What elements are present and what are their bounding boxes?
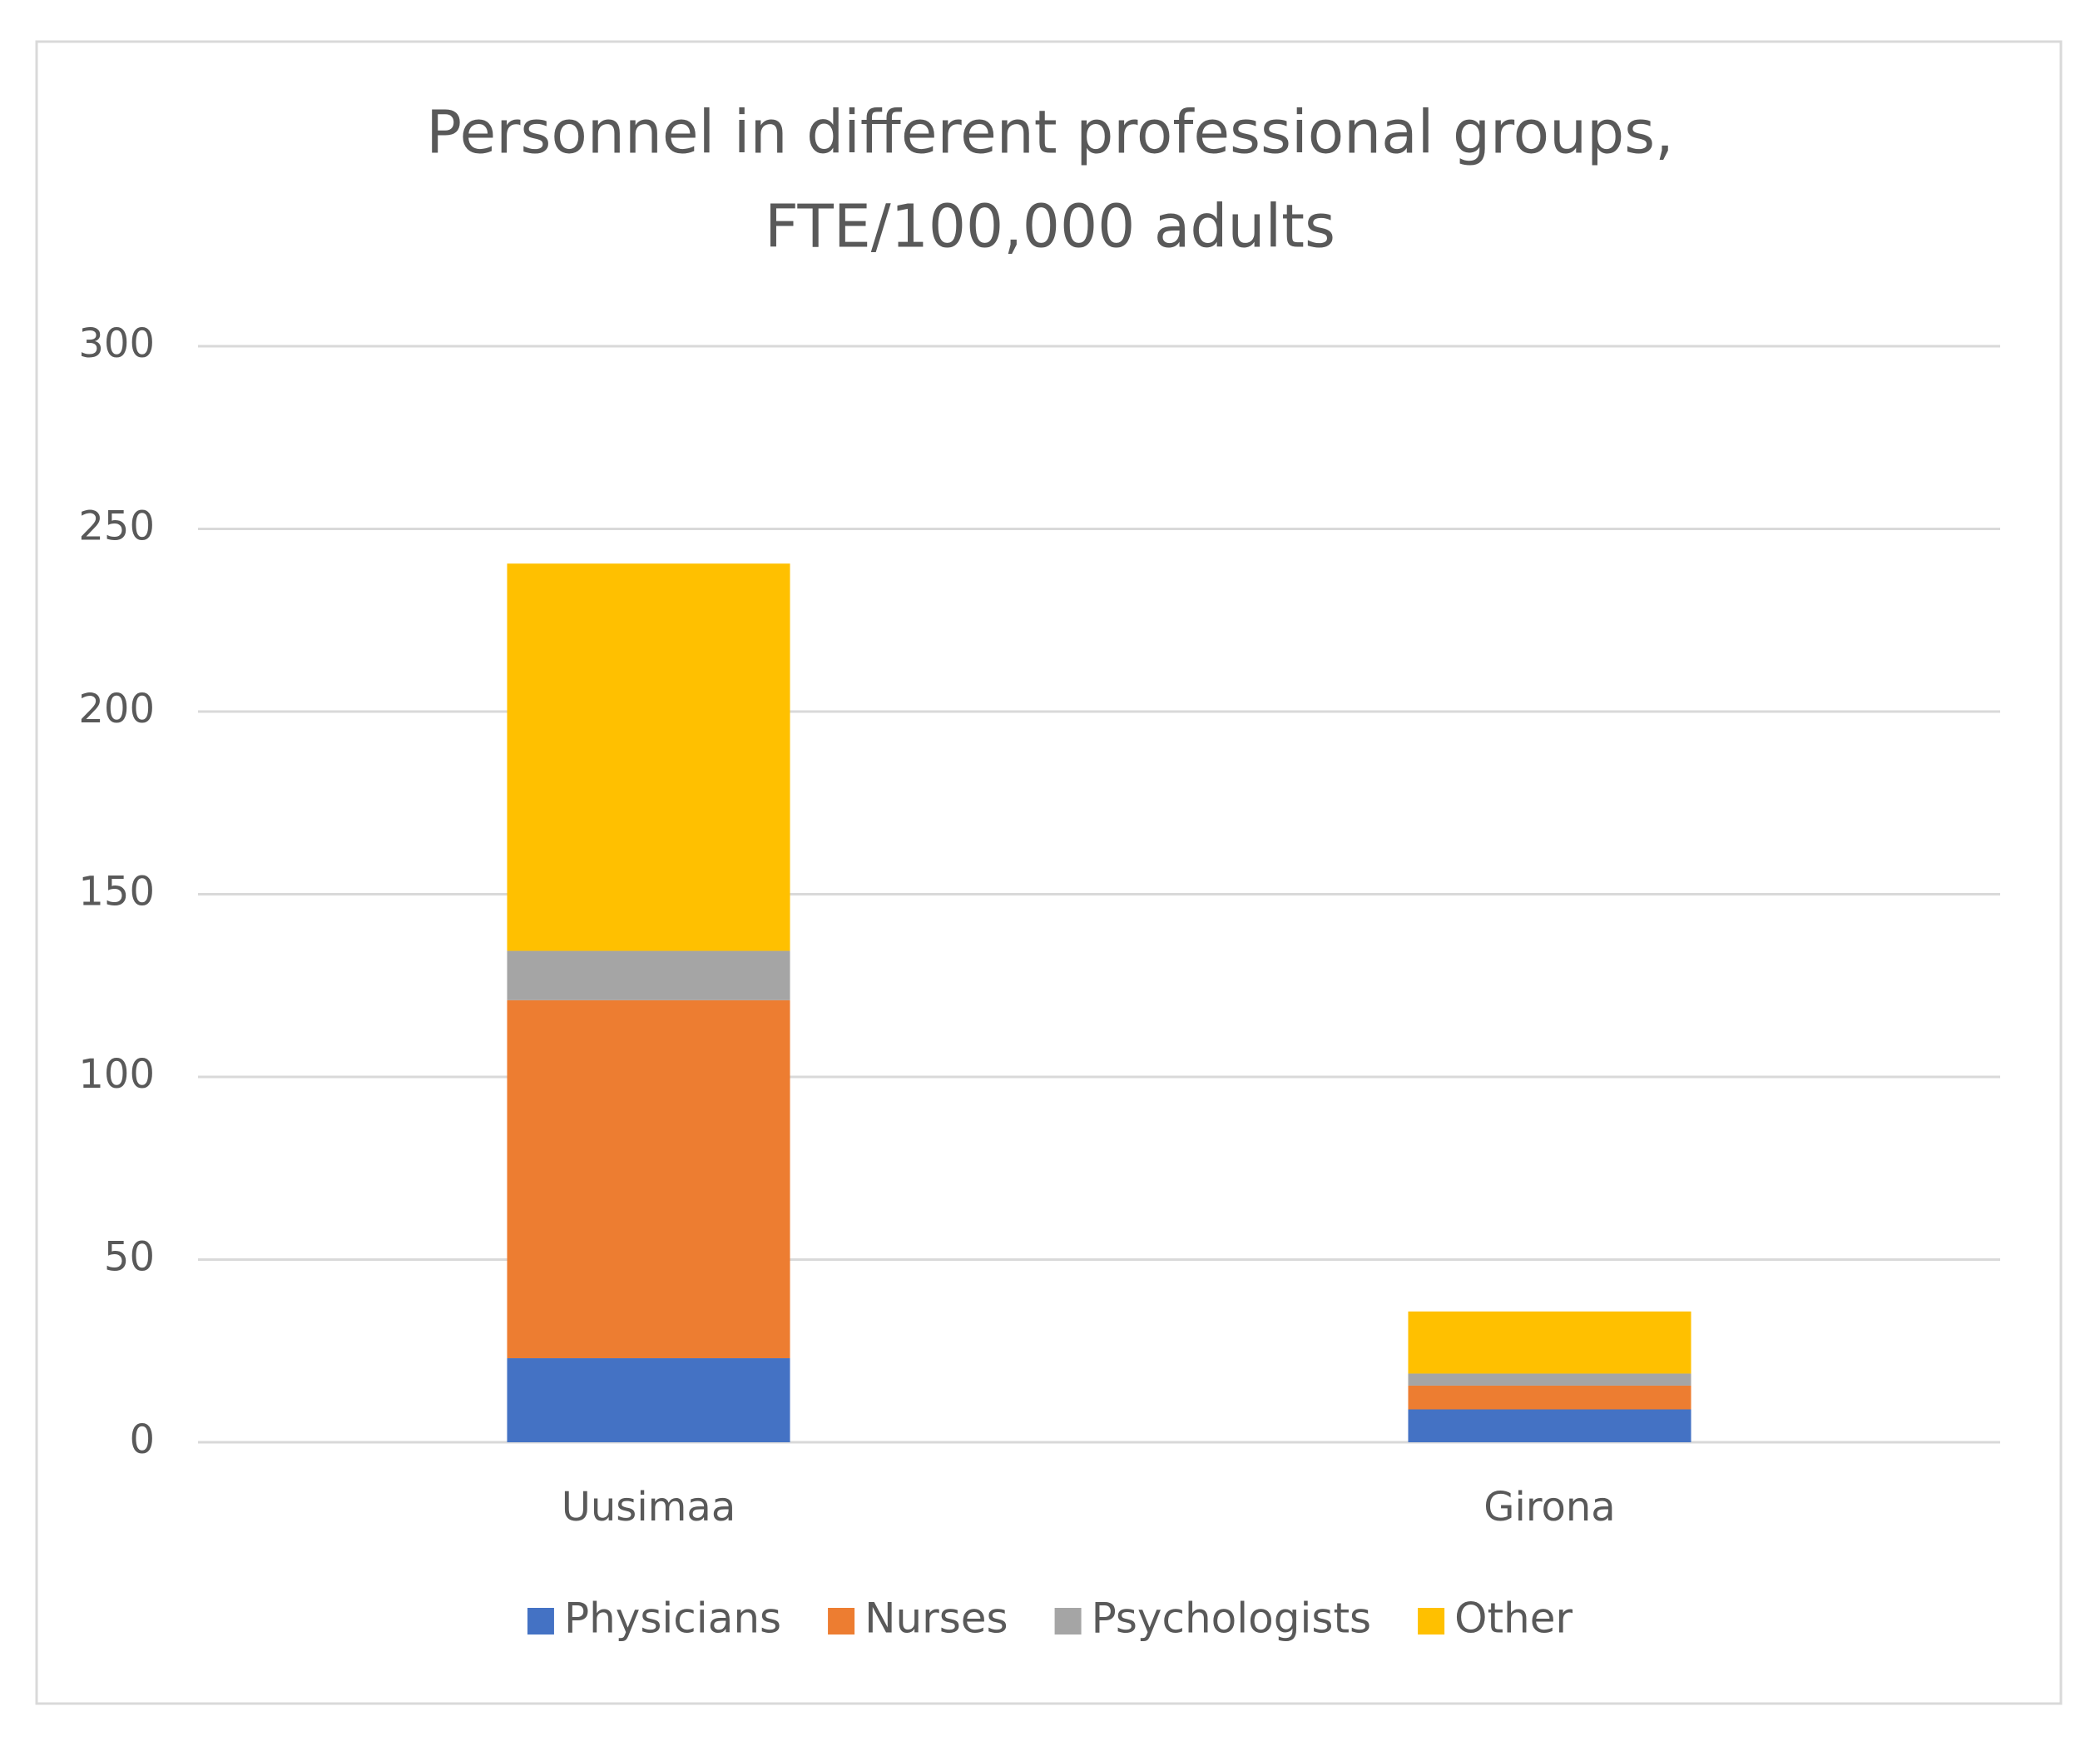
legend-label: Nurses xyxy=(864,1595,1008,1643)
x-tick-label: Girona xyxy=(1483,1484,1615,1530)
chart-title: Personnel in different professional grou… xyxy=(426,98,1674,167)
legend-label: Other xyxy=(1454,1595,1573,1643)
y-tick-label: 0 xyxy=(129,1416,155,1463)
y-tick-label: 100 xyxy=(78,1051,155,1098)
legend-label: Physicians xyxy=(564,1595,781,1643)
bar-segment xyxy=(507,1000,790,1359)
legend-swatch xyxy=(828,1608,855,1635)
y-tick-label: 50 xyxy=(104,1234,155,1281)
bar-segment xyxy=(1408,1373,1691,1386)
legend-swatch xyxy=(1054,1608,1082,1635)
bar-segment xyxy=(1408,1385,1691,1410)
y-tick-label: 150 xyxy=(78,869,155,915)
legend-swatch xyxy=(527,1608,554,1635)
bar-segment xyxy=(507,563,790,951)
bar-segment xyxy=(1408,1409,1691,1442)
y-tick-label: 250 xyxy=(78,503,155,550)
bar-segment xyxy=(1408,1311,1691,1374)
legend-swatch xyxy=(1418,1608,1445,1635)
bar-segment xyxy=(507,1358,790,1442)
legend-label: Psychologists xyxy=(1092,1595,1372,1643)
y-tick-label: 300 xyxy=(78,320,155,367)
chart-title: FTE/100,000 adults xyxy=(765,192,1335,261)
chart-border xyxy=(35,40,2063,1705)
y-tick-label: 200 xyxy=(78,686,155,732)
bar-segment xyxy=(507,950,790,1000)
x-tick-label: Uusimaa xyxy=(562,1484,735,1530)
